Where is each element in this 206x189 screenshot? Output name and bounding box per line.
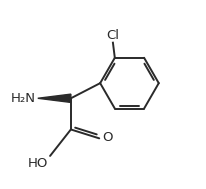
Text: H₂N: H₂N <box>11 92 36 105</box>
Text: HO: HO <box>28 157 48 170</box>
Text: O: O <box>103 132 113 144</box>
Polygon shape <box>38 94 71 102</box>
Text: Cl: Cl <box>107 29 119 42</box>
